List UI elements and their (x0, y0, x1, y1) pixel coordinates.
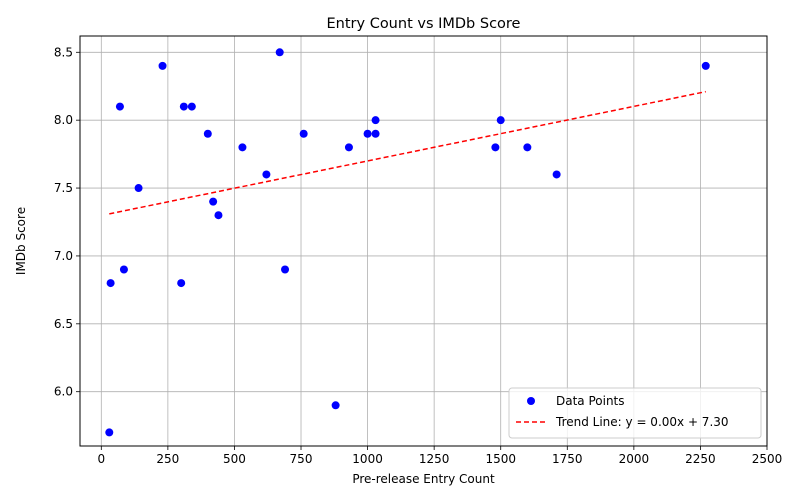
y-tick-label: 8.0 (54, 113, 73, 127)
x-tick-label: 0 (97, 452, 105, 466)
x-tick-label: 1250 (419, 452, 450, 466)
data-point (105, 428, 114, 437)
data-point (281, 265, 290, 274)
data-point (331, 401, 340, 410)
data-point (179, 102, 188, 111)
x-tick-label: 2000 (619, 452, 650, 466)
data-point (363, 129, 372, 138)
legend-box (508, 387, 762, 439)
x-tick-label: 1000 (352, 452, 383, 466)
x-tick-label: 250 (156, 452, 179, 466)
data-point (371, 116, 380, 125)
data-point (299, 129, 308, 138)
data-point (496, 116, 505, 125)
x-tick-label: 2250 (685, 452, 716, 466)
trend-line-layer (109, 90, 706, 215)
data-point (262, 170, 271, 179)
data-point (344, 143, 353, 152)
x-tick-label: 750 (290, 452, 313, 466)
trend-line (109, 90, 706, 215)
data-point (177, 279, 186, 288)
chart-title: Entry Count vs IMDb Score (327, 16, 521, 32)
legend-label-data-points: Data Points (556, 394, 625, 408)
data-point (523, 143, 532, 152)
data-point (209, 197, 218, 206)
plot-area-frame (79, 35, 768, 447)
x-tick-label: 1750 (552, 452, 583, 466)
legend-marker-data-points (527, 397, 535, 405)
data-point (701, 61, 710, 70)
legend: Data Points Trend Line: y = 0.00x + 7.30 (508, 387, 762, 439)
data-point (491, 143, 500, 152)
data-point (134, 184, 143, 193)
x-tick-label: 500 (223, 452, 246, 466)
data-point (187, 102, 196, 111)
data-point (203, 129, 212, 138)
y-tick-label: 7.0 (54, 249, 73, 263)
data-points-layer (105, 48, 710, 437)
y-tick-label: 7.5 (54, 181, 73, 195)
axis-ticks: 0 250 500 750 1000 1250 1500 1750 2000 2250 2500 6.… (54, 45, 782, 466)
legend-label-trend-line: Trend Line: y = 0.00x + 7.30 (555, 415, 729, 429)
x-tick-label: 1500 (485, 452, 516, 466)
y-tick-label: 6.5 (54, 317, 73, 331)
x-tick-label: 2500 (752, 452, 783, 466)
data-point (158, 61, 167, 70)
data-point (275, 48, 284, 57)
y-tick-label: 6.0 (54, 385, 73, 399)
data-point (238, 143, 247, 152)
data-point (552, 170, 561, 179)
y-tick-label: 8.5 (54, 45, 73, 59)
data-point (214, 211, 223, 220)
y-axis-title: IMDb Score (14, 207, 28, 275)
data-point (119, 265, 128, 274)
data-point (106, 279, 115, 288)
x-axis-title: Pre-release Entry Count (352, 472, 495, 486)
data-point (115, 102, 124, 111)
data-point (371, 129, 380, 138)
